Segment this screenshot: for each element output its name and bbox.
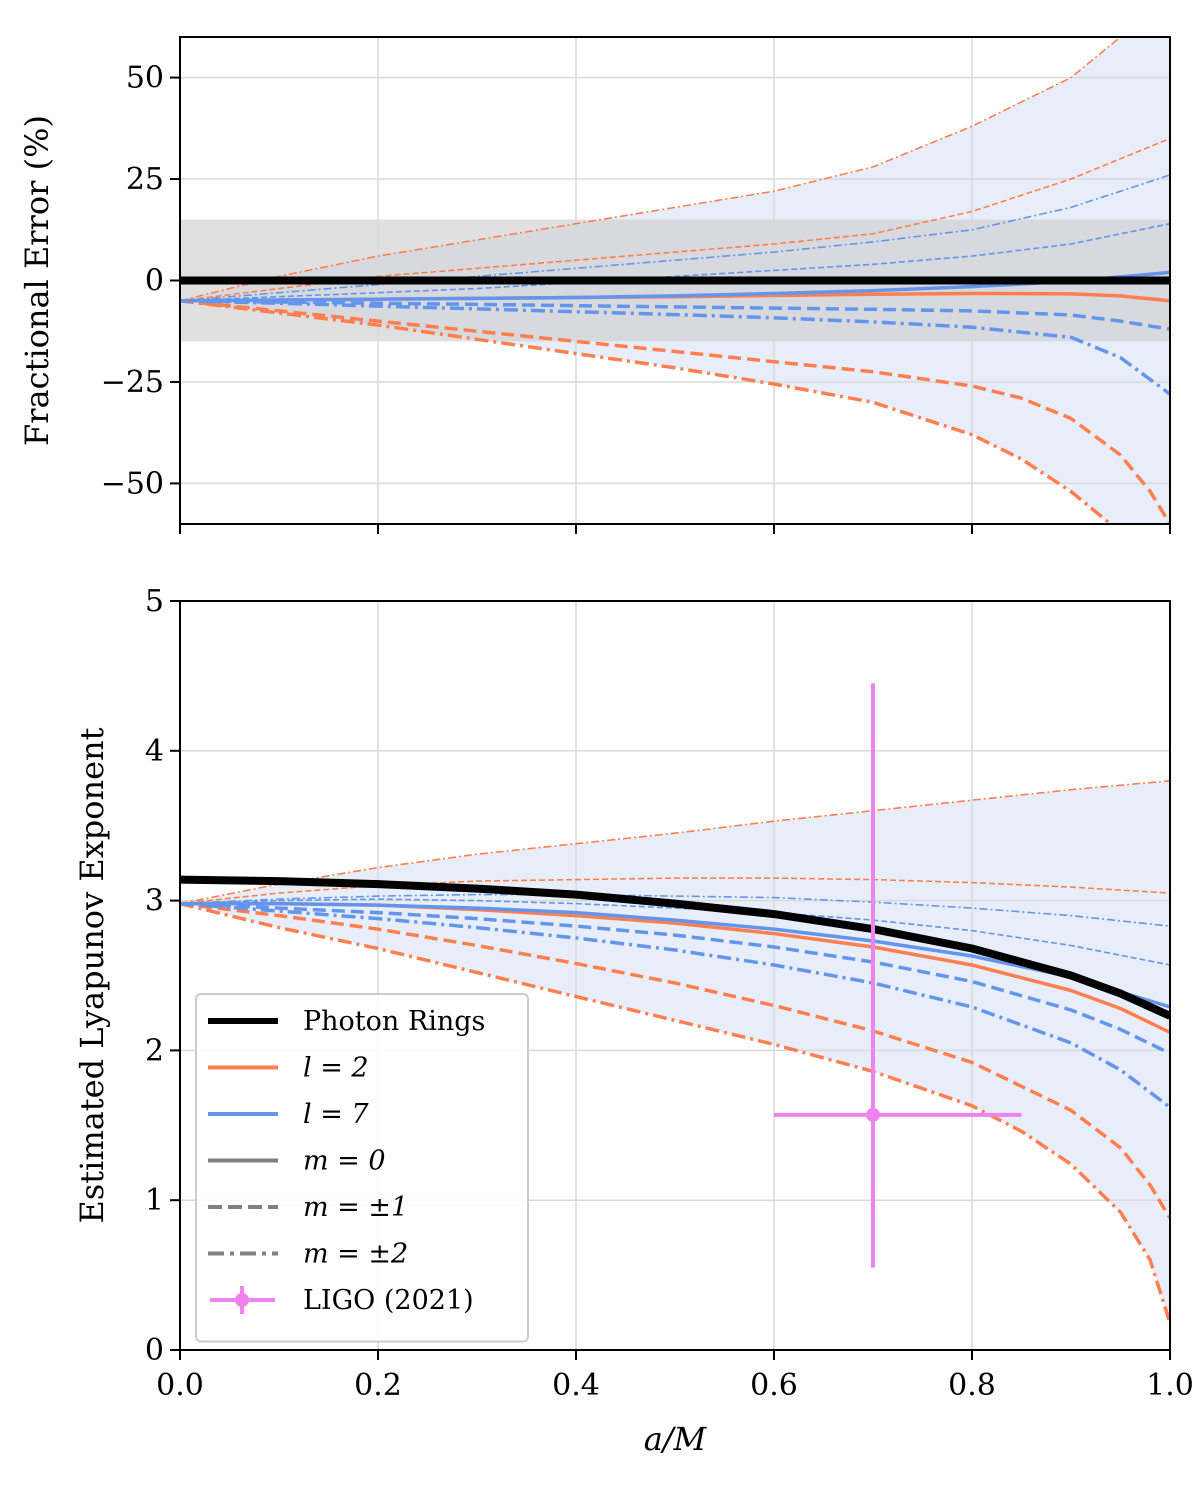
y-tick-label: 1	[145, 1183, 164, 1218]
legend-label: l = 2	[303, 1053, 369, 1084]
legend-label: LIGO (2021)	[303, 1285, 474, 1316]
series-line-l-2-m-2	[180, 299, 1112, 524]
series-line-l-2-m-2	[180, 37, 1122, 302]
series-line-l-7-m-2	[180, 893, 1170, 927]
series-line-l-2-m-1	[180, 877, 1170, 905]
x-axis-title: a/M	[644, 1420, 708, 1458]
x-tick-label: 0.0	[156, 1368, 204, 1403]
y-tick-label: 2	[145, 1033, 164, 1068]
x-tick-label: 0.8	[948, 1368, 996, 1403]
ligo-errorbar	[774, 683, 1022, 1268]
legend-entry: LIGO (2021)	[210, 1285, 474, 1316]
legend-entry: Photon Rings	[208, 1006, 485, 1037]
legend-swatch-point	[235, 1293, 249, 1307]
y-tick-label: 50	[126, 61, 164, 96]
y-tick-label: 0	[145, 264, 164, 299]
series-line-l-7-m-1	[180, 898, 1170, 966]
legend-entry: l = 2	[208, 1053, 369, 1084]
legend-label: m = 0	[303, 1146, 386, 1177]
y-tick-label: −50	[101, 466, 164, 501]
errorbar-point	[866, 1107, 880, 1122]
legend: Photon Rings l = 2 l = 7 m = 0 m = ±1 m = ±2 L…	[195, 993, 529, 1343]
x-tick-label: 0.4	[552, 1368, 600, 1403]
legend-entry: l = 7	[208, 1099, 369, 1130]
series-line-l-7-m-0	[180, 270, 1170, 303]
legend-entry: m = 0	[208, 1146, 386, 1177]
x-tick-label: 0.6	[750, 1368, 798, 1403]
series-line-l-7-m-0	[180, 901, 1170, 1009]
series-line-l-2-m-2	[180, 780, 1170, 905]
legend-entry: m = ±1	[208, 1192, 408, 1223]
y-axis-title: Estimated Lyapunov Exponent	[73, 727, 111, 1223]
plot-area	[180, 601, 1170, 1350]
legend-box	[195, 993, 529, 1343]
axes-frame	[179, 600, 1171, 1351]
series-line-l-2-m-1	[180, 299, 1170, 524]
legend-label: m = ±1	[303, 1192, 408, 1223]
series-line-l-2-m-1	[180, 901, 1170, 1220]
series-line-l-7-m-1	[180, 901, 1170, 1055]
bottom-panel: 0 1 2 3 4 5 0.0 0.2 0.4 0.6 0.8 1.0 Estimated Lyapun…	[73, 584, 1194, 1458]
series-line-l-2-m-2	[180, 901, 1170, 1324]
series-line-l-7-m-2	[180, 901, 1170, 1109]
legend-label: m = ±2	[303, 1239, 408, 1270]
y-tick-label: 4	[145, 734, 164, 769]
series-line-photon-rings	[180, 875, 1170, 1020]
top-panel: 50 25 0 −25 −50 Fractional Error (%)	[18, 36, 1171, 534]
x-tick-label: 1.0	[1146, 1368, 1194, 1403]
y-tick-label: 5	[145, 584, 164, 619]
series-line-l-7-m-1	[180, 299, 1170, 331]
series-line-l-7-m-1	[180, 222, 1170, 302]
y-tick-label: 25	[126, 162, 164, 197]
legend-entry: m = ±2	[208, 1239, 408, 1270]
y-tick-label: −25	[101, 365, 164, 400]
x-tick-label: 0.2	[354, 1368, 402, 1403]
series-line-l-7-m-2	[180, 299, 1170, 396]
legend-label: l = 7	[303, 1099, 369, 1130]
y-axis-title: Fractional Error (%)	[18, 115, 56, 446]
legend-label: Photon Rings	[303, 1006, 485, 1037]
y-tick-label: 0	[145, 1333, 164, 1368]
plot-area	[180, 37, 1170, 524]
y-tick-label: 3	[145, 884, 164, 919]
series-line-l-7-m-2	[180, 174, 1170, 302]
